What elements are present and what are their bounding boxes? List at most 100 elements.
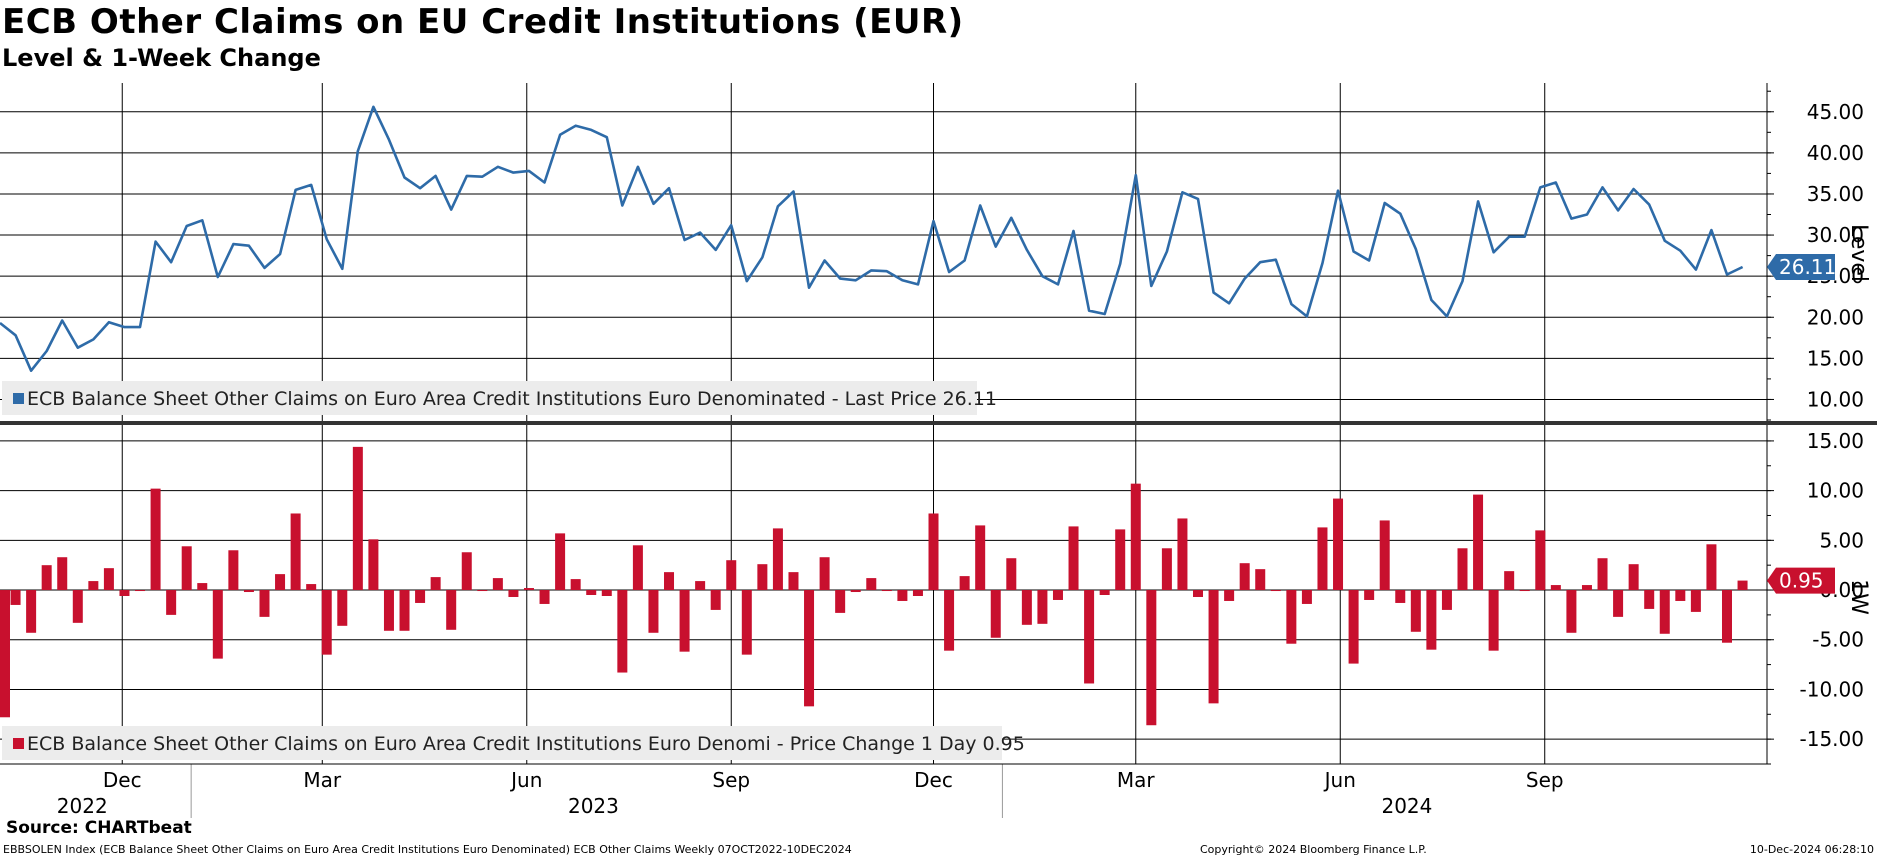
change-bar <box>1177 518 1188 591</box>
change-bar <box>1519 590 1530 592</box>
change-bar <box>1301 590 1312 604</box>
change-bar <box>1613 590 1624 617</box>
change-bar <box>1690 590 1701 612</box>
change-bar <box>1037 590 1048 624</box>
change-bar <box>1161 548 1172 591</box>
change-bar <box>1052 590 1063 600</box>
change-bar <box>819 557 830 591</box>
change-last-value-tag-box <box>1767 567 1835 594</box>
level-legend-swatch <box>13 393 24 404</box>
change-bar <box>228 550 239 591</box>
change-bar <box>523 588 534 591</box>
change-bar <box>1550 585 1561 591</box>
change-bar <box>928 513 939 591</box>
change-bar <box>243 590 254 593</box>
level-legend-bg <box>2 381 977 415</box>
change-bar <box>1006 558 1017 591</box>
x-tick-label-month: Mar <box>1117 768 1156 792</box>
change-bar <box>1130 483 1141 591</box>
change-bar <box>72 590 83 623</box>
level-last-value-tag-text: 26.11 <box>1779 255 1836 279</box>
change-bar <box>461 552 472 591</box>
change-bar <box>1457 548 1468 591</box>
change-axis-tick-label: -5.00 <box>1812 628 1864 652</box>
change-bar <box>835 590 846 613</box>
change-bar <box>1286 590 1297 644</box>
change-bar <box>539 590 550 604</box>
change-bar <box>57 557 68 591</box>
change-bar <box>197 583 208 591</box>
change-last-value-tag: 0.95 <box>1767 567 1835 594</box>
change-legend: ECB Balance Sheet Other Claims on Euro A… <box>2 726 1025 760</box>
footer-timestamp: 10-Dec-2024 06:28:10 <box>1749 843 1874 856</box>
change-bar <box>1426 590 1437 650</box>
source-label: Source: CHARTbeat <box>6 818 192 838</box>
change-bar <box>1021 590 1032 625</box>
change-bar <box>679 590 690 652</box>
change-last-value-tag-text: 0.95 <box>1779 569 1824 593</box>
change-bar <box>1348 590 1359 664</box>
change-bar <box>1410 590 1421 632</box>
x-tick-label-month: Dec <box>914 768 953 792</box>
change-bar <box>1068 526 1079 591</box>
change-axis-title: 1W <box>1846 579 1871 615</box>
change-bar <box>430 577 441 591</box>
change-bar <box>10 590 21 605</box>
change-bar <box>446 590 457 630</box>
change-bar <box>1239 563 1250 591</box>
level-last-value-tag-box <box>1767 254 1835 281</box>
change-bar <box>850 590 861 593</box>
change-legend-text: ECB Balance Sheet Other Claims on Euro A… <box>27 733 1025 755</box>
change-bar <box>1379 520 1390 591</box>
change-bar <box>959 576 970 591</box>
change-bar <box>352 446 363 591</box>
change-axis-tick-label: 5.00 <box>1819 528 1864 552</box>
change-bar <box>664 572 675 591</box>
change-bar <box>1566 590 1577 633</box>
change-bar <box>1737 580 1748 591</box>
change-bar <box>290 513 301 591</box>
change-bar <box>632 545 643 591</box>
change-bar <box>212 590 223 659</box>
change-bar <box>648 590 659 633</box>
change-bar <box>1473 494 1484 591</box>
change-bar <box>0 590 10 718</box>
change-bar <box>555 533 566 591</box>
x-tick-label-month: Mar <box>303 768 342 792</box>
level-axis-tick-label: 35.00 <box>1807 182 1864 206</box>
change-bar <box>1146 590 1157 726</box>
level-line <box>0 105 1744 373</box>
change-bar <box>415 590 426 603</box>
change-bar <box>1317 527 1328 591</box>
change-bar <box>1224 590 1235 601</box>
change-bar <box>1333 498 1344 591</box>
level-legend: ECB Balance Sheet Other Claims on Euro A… <box>2 381 997 415</box>
change-bar <box>321 590 332 655</box>
change-bar <box>368 539 379 591</box>
change-bar <box>181 546 192 591</box>
chart-title: ECB Other Claims on EU Credit Institutio… <box>2 2 964 42</box>
change-bar <box>1115 529 1126 591</box>
change-bar <box>477 590 488 592</box>
change-bar <box>1644 590 1655 609</box>
change-bar <box>1395 590 1406 603</box>
change-axis-tick-label: -15.00 <box>1800 727 1864 751</box>
change-bar <box>710 590 721 610</box>
level-axis-tick-label: 10.00 <box>1807 387 1864 411</box>
change-bar <box>990 590 1001 638</box>
change-bar <box>1721 590 1732 643</box>
change-bar <box>1581 585 1592 591</box>
change-bar <box>1628 564 1639 591</box>
change-axis-tick-label: 15.00 <box>1807 429 1864 453</box>
change-bar <box>41 565 52 591</box>
change-bar <box>1441 590 1452 610</box>
change-bar <box>1208 590 1219 704</box>
panel-separator <box>0 421 1877 425</box>
change-bar <box>119 590 130 596</box>
change-bar <box>508 590 519 597</box>
change-bar <box>383 590 394 631</box>
x-tick-label-month: Jun <box>1323 768 1356 792</box>
change-bar <box>866 578 877 591</box>
change-bar <box>741 590 752 655</box>
